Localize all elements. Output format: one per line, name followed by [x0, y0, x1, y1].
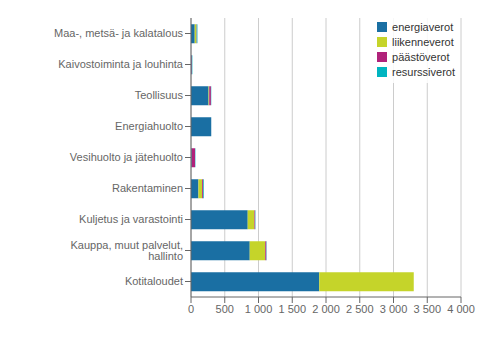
svg-text:Vesihuolto ja jätehuolto: Vesihuolto ja jätehuolto	[70, 151, 183, 163]
html-text:liikenneverot: liikenneverot	[392, 36, 454, 48]
svg-text:Energiahuolto: Energiahuolto	[115, 120, 183, 132]
html-text:resurssiverot: resurssiverot	[392, 66, 455, 78]
svg-text:1 500: 1 500	[278, 303, 306, 315]
svg-text:Kauppa, muut palvelut,hallinto: Kauppa, muut palvelut,hallinto	[70, 239, 183, 262]
svg-text:Maa-, metsä- ja kalatalous: Maa-, metsä- ja kalatalous	[54, 27, 183, 39]
svg-text:2 000: 2 000	[312, 303, 340, 315]
svg-text:Teollisuus: Teollisuus	[135, 89, 184, 101]
html-text:päästöverot: päästöverot	[392, 51, 450, 63]
svg-text:Kotitaloudet: Kotitaloudet	[125, 275, 183, 287]
svg-text:3 500: 3 500	[413, 303, 441, 315]
svg-text:Kaivostoiminta ja louhinta: Kaivostoiminta ja louhinta	[58, 58, 184, 70]
svg-text:0: 0	[188, 303, 194, 315]
html-text:energiaverot: energiaverot	[392, 21, 454, 33]
svg-text:Kuljetus ja varastointi: Kuljetus ja varastointi	[79, 213, 183, 225]
svg-text:500: 500	[216, 303, 234, 315]
svg-text:1 000: 1 000	[245, 303, 273, 315]
svg-text:4 000: 4 000	[447, 303, 475, 315]
svg-text:3 000: 3 000	[380, 303, 408, 315]
svg-text:Rakentaminen: Rakentaminen	[112, 182, 183, 194]
svg-text:2 500: 2 500	[346, 303, 374, 315]
